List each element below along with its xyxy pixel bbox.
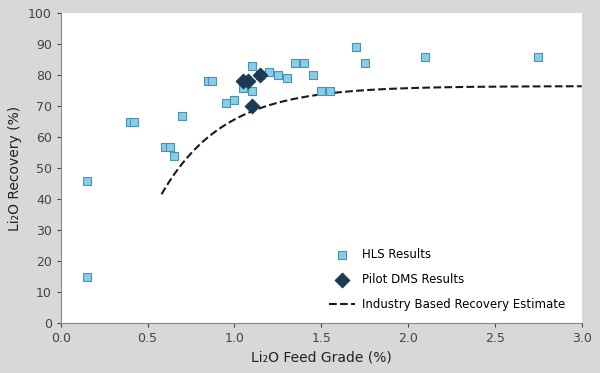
- Industry Based Recovery Estimate: [158, 192, 165, 197]
- HLS Results: [166, 144, 175, 150]
- Y-axis label: Li₂O Recovery (%): Li₂O Recovery (%): [8, 106, 22, 231]
- HLS Results: [82, 178, 92, 184]
- HLS Results: [316, 88, 326, 94]
- HLS Results: [238, 85, 248, 91]
- Pilot DMS Results: [238, 78, 248, 84]
- Industry Based Recovery Estimate: [160, 189, 167, 194]
- Industry Based Recovery Estimate: [512, 84, 519, 89]
- Pilot DMS Results: [256, 72, 265, 78]
- HLS Results: [207, 78, 217, 84]
- Line: Industry Based Recovery Estimate: Industry Based Recovery Estimate: [161, 86, 582, 194]
- HLS Results: [290, 60, 300, 66]
- HLS Results: [265, 69, 274, 75]
- HLS Results: [308, 72, 317, 78]
- Industry Based Recovery Estimate: [407, 86, 414, 90]
- Industry Based Recovery Estimate: [415, 85, 422, 90]
- Industry Based Recovery Estimate: [408, 86, 415, 90]
- HLS Results: [169, 153, 178, 159]
- HLS Results: [160, 144, 170, 150]
- HLS Results: [299, 60, 308, 66]
- HLS Results: [129, 119, 139, 125]
- HLS Results: [82, 274, 92, 280]
- HLS Results: [221, 100, 230, 106]
- HLS Results: [282, 75, 292, 81]
- HLS Results: [178, 113, 187, 119]
- Industry Based Recovery Estimate: [539, 84, 546, 89]
- Pilot DMS Results: [247, 103, 257, 109]
- HLS Results: [325, 88, 335, 94]
- Pilot DMS Results: [244, 78, 253, 84]
- HLS Results: [256, 72, 265, 78]
- Industry Based Recovery Estimate: [578, 84, 586, 88]
- HLS Results: [203, 78, 213, 84]
- HLS Results: [351, 44, 361, 50]
- HLS Results: [273, 72, 283, 78]
- HLS Results: [230, 97, 239, 103]
- HLS Results: [247, 88, 257, 94]
- HLS Results: [125, 119, 135, 125]
- HLS Results: [533, 54, 543, 60]
- X-axis label: Li₂O Feed Grade (%): Li₂O Feed Grade (%): [251, 351, 392, 365]
- HLS Results: [421, 54, 430, 60]
- HLS Results: [360, 60, 370, 66]
- HLS Results: [247, 63, 257, 69]
- Legend: HLS Results, Pilot DMS Results, Industry Based Recovery Estimate: HLS Results, Pilot DMS Results, Industry…: [329, 248, 565, 311]
